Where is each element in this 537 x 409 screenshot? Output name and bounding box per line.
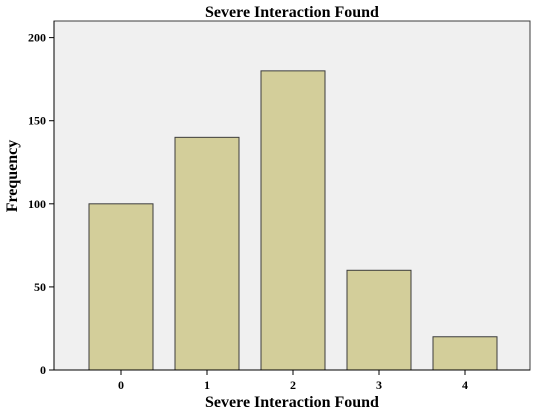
bar-4 [432, 336, 498, 371]
x-axis-ticks: 0 1 2 3 4 [118, 370, 468, 392]
bar-0 [88, 203, 154, 371]
y-axis-title: Frequency [4, 140, 21, 213]
y-tick-label: 50 [34, 280, 46, 294]
x-tick-label: 2 [290, 378, 296, 392]
x-tick-label: 3 [376, 378, 382, 392]
x-tick-label: 4 [462, 378, 468, 392]
y-tick-label: 100 [28, 197, 46, 211]
x-tick-label: 0 [118, 378, 124, 392]
bar-1 [174, 136, 240, 371]
bars-group [88, 70, 498, 371]
x-tick-label: 1 [204, 378, 210, 392]
y-tick-label: 200 [28, 31, 46, 45]
x-axis-title: Severe Interaction Found [205, 394, 379, 409]
bar-2 [260, 70, 326, 371]
y-axis-ticks: 0 50 100 150 200 [28, 31, 54, 377]
chart-title: Severe Interaction Found [205, 4, 379, 21]
bar-3 [346, 269, 412, 371]
y-tick-label: 150 [28, 114, 46, 128]
y-tick-label: 0 [40, 363, 46, 377]
